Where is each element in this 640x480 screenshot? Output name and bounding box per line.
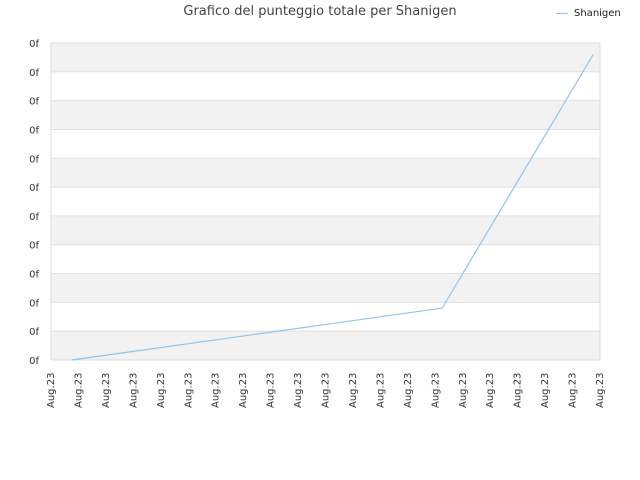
legend-swatch (556, 13, 568, 14)
x-tick-label: Aug.23 (238, 373, 249, 408)
y-tick-label: 0f (29, 154, 39, 165)
x-tick-label: Aug.23 (266, 373, 277, 408)
y-tick-label: 0f (29, 212, 39, 223)
x-tick-label: Aug.23 (128, 373, 139, 408)
series-line (71, 54, 594, 361)
grid-band (51, 244, 600, 274)
grid-band (51, 43, 600, 72)
y-tick-label: 0f (29, 68, 39, 79)
grid-band (51, 215, 600, 245)
grid-band (51, 331, 600, 360)
x-tick-label: Aug.23 (73, 373, 84, 408)
y-tick-label: 0f (29, 327, 39, 338)
y-tick-label: 0f (29, 270, 39, 281)
grid-band (51, 273, 600, 303)
grid-band (51, 100, 600, 130)
x-tick-label: Aug.23 (293, 373, 304, 408)
x-tick-label: Aug.23 (540, 373, 551, 408)
grid-band (51, 71, 600, 101)
x-tick-label: Aug.23 (568, 373, 579, 408)
x-tick-label: Aug.23 (321, 373, 332, 408)
y-tick-label: 0f (29, 39, 39, 50)
legend: Shanigen (556, 8, 621, 19)
y-tick-label: 0f (29, 298, 39, 309)
x-tick-label: Aug.23 (403, 373, 414, 408)
x-tick-label: Aug.23 (485, 373, 496, 408)
x-tick-label: Aug.23 (183, 373, 194, 408)
x-tick-label: Aug.23 (156, 373, 167, 408)
y-tick-label: 0f (29, 97, 39, 108)
x-tick-label: Aug.23 (348, 373, 359, 408)
grid-band (51, 158, 600, 188)
y-tick-label: 0f (29, 241, 39, 252)
x-tick-label: Aug.23 (458, 373, 469, 408)
x-tick-label: Aug.23 (211, 373, 222, 408)
y-tick-label: 0f (29, 183, 39, 194)
grid-band (51, 129, 600, 159)
chart-title: Grafico del punteggio totale per Shanige… (183, 4, 457, 19)
grid-band (51, 302, 600, 332)
x-tick-label: Aug.23 (430, 373, 441, 408)
grid-band (51, 187, 600, 216)
plot-border (50, 42, 601, 361)
x-tick-label: Aug.23 (46, 373, 57, 408)
legend-label: Shanigen (574, 8, 621, 19)
x-tick-label: Aug.23 (513, 373, 524, 408)
x-tick-label: Aug.23 (375, 373, 386, 408)
y-tick-label: 0f (29, 125, 39, 136)
x-tick-label: Aug.23 (595, 373, 606, 408)
y-tick-label: 0f (29, 356, 39, 367)
x-tick-label: Aug.23 (101, 373, 112, 408)
